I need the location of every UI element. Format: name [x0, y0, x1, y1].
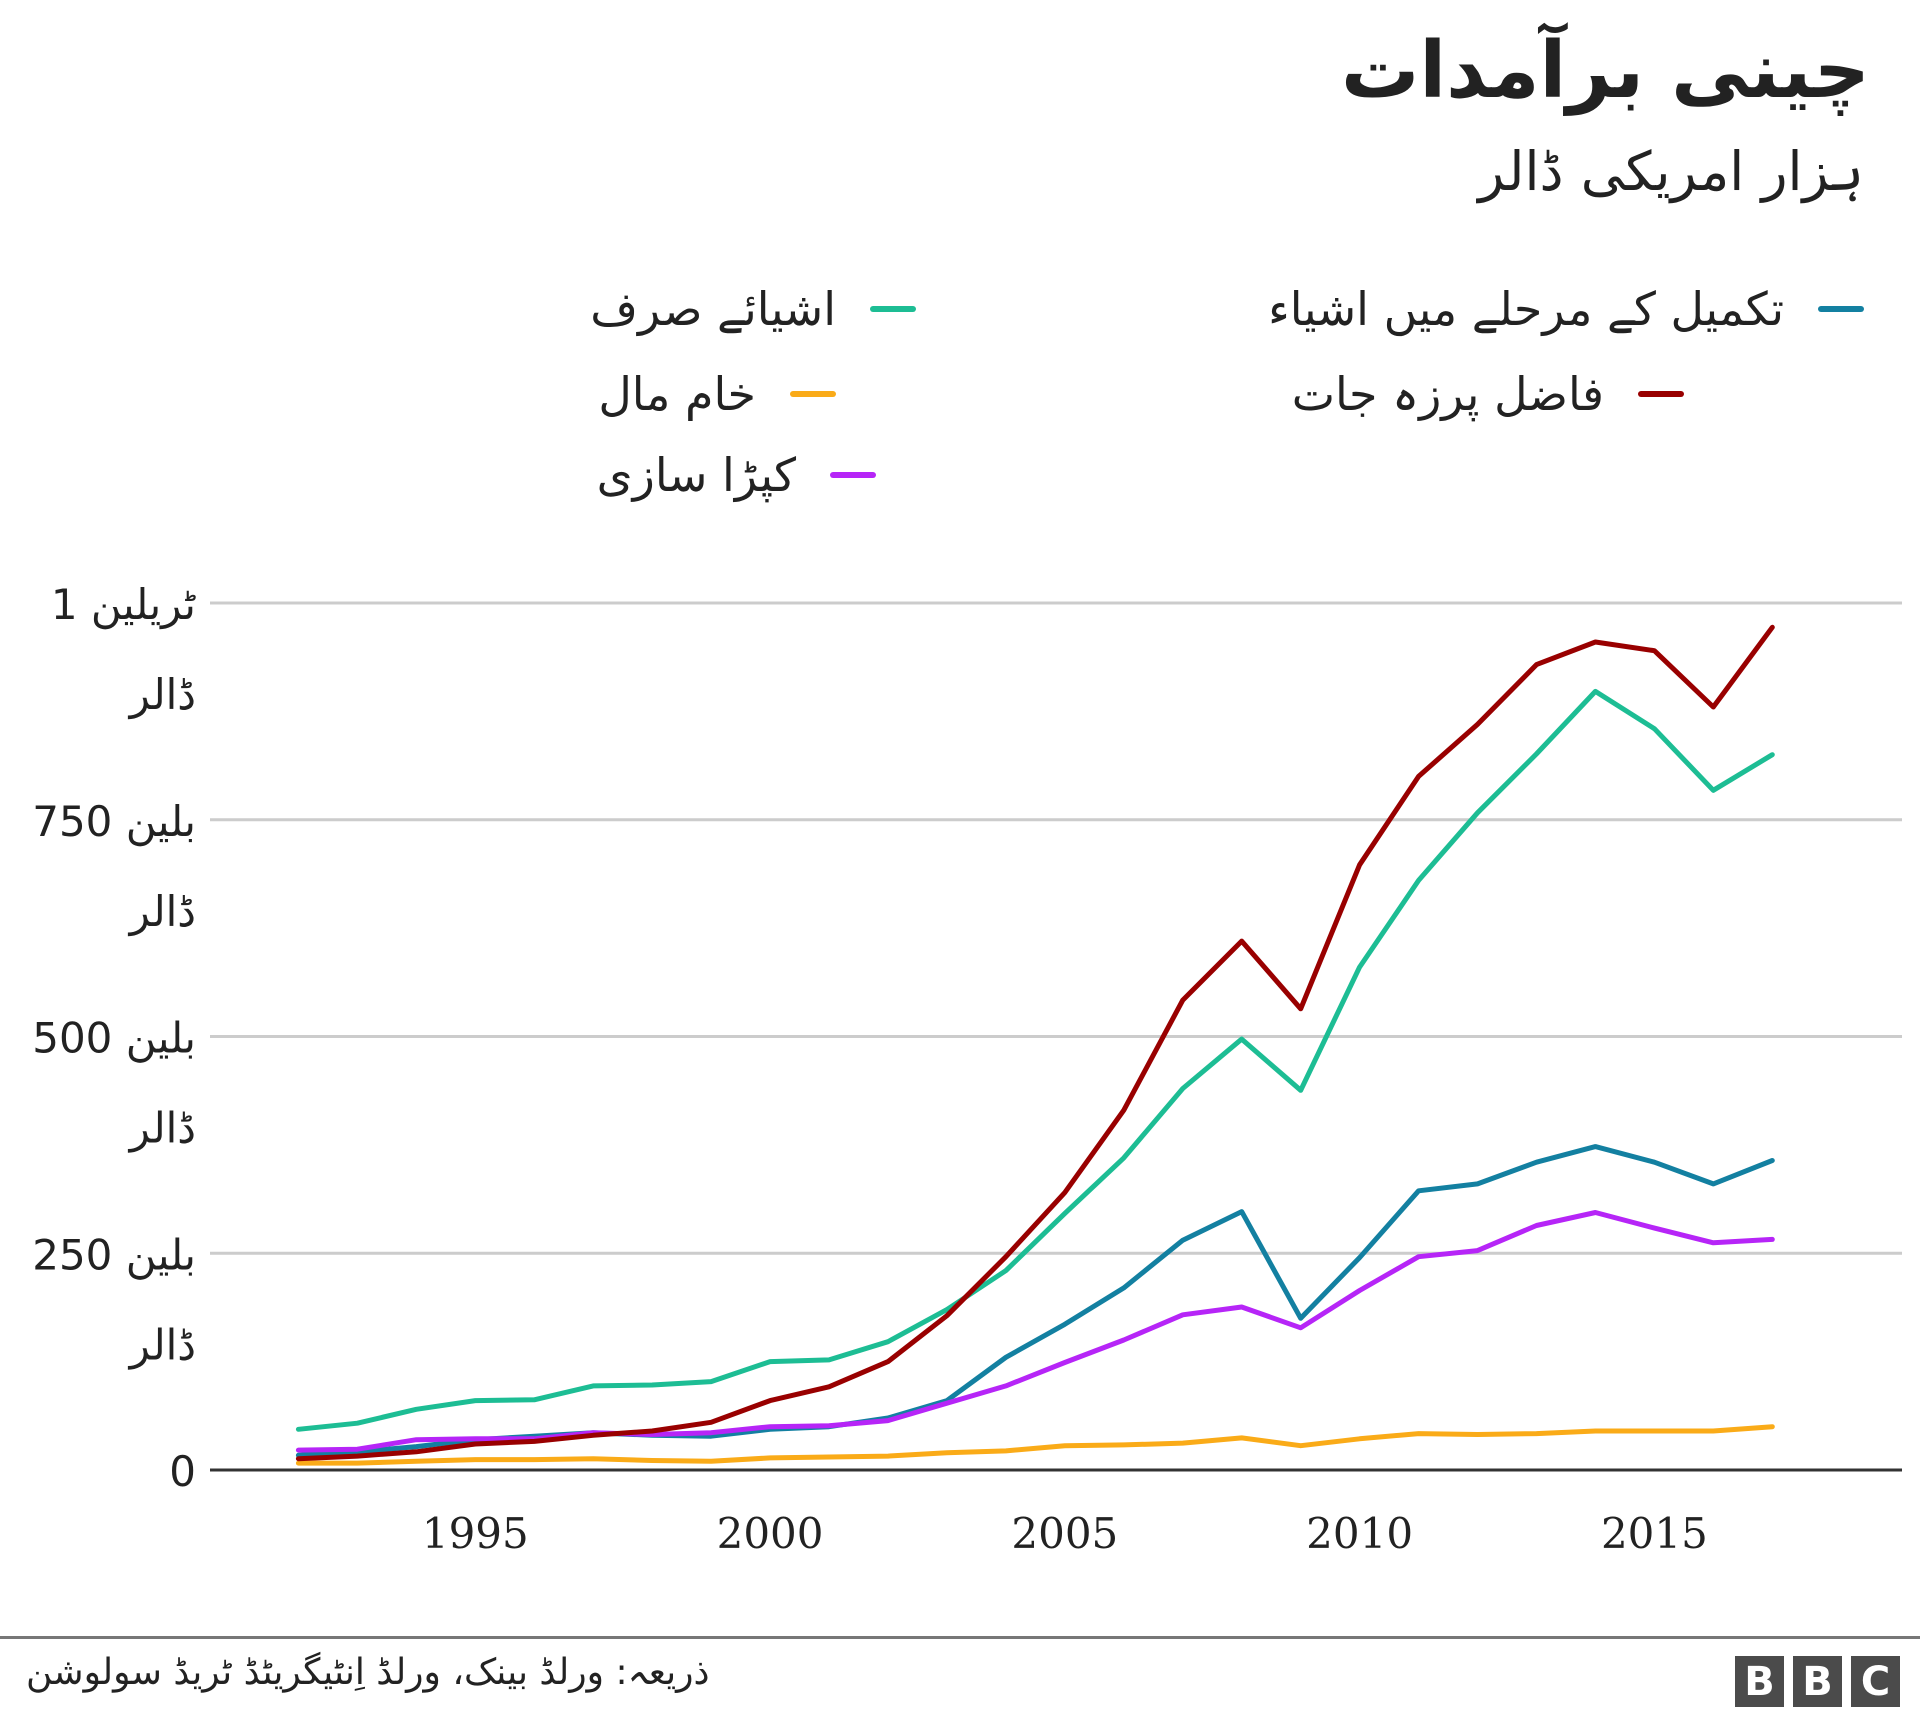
bbc-logo: B B C: [1735, 1656, 1900, 1707]
y-tick-unit: ڈالر: [128, 887, 196, 936]
legend-item-capital-goods: فاضل پرزہ جات: [1292, 367, 1684, 421]
series-line: [295, 1144, 1775, 1458]
y-tick-label: 500 بلین: [32, 1014, 196, 1063]
legend-label: اشیائے صرف: [590, 282, 836, 336]
legend-item-consumer-goods: اشیائے صرف: [590, 282, 916, 336]
footer-divider: [0, 1636, 1920, 1639]
legend-item-textiles: کپڑا سازی: [597, 448, 876, 502]
legend-item-raw-materials: خام مال: [598, 367, 836, 421]
bbc-logo-letter: C: [1851, 1656, 1900, 1707]
y-tick-label: 1 ٹریلین: [51, 580, 196, 629]
x-axis-ticks: 1995 2000 2005 2010 2015: [422, 1509, 1708, 1558]
legend-label: فاضل پرزہ جات: [1291, 367, 1604, 421]
series-line: [295, 1210, 1775, 1453]
legend-label: خام مال: [598, 367, 756, 421]
y-tick-unit: ڈالر: [128, 1104, 196, 1153]
chart-subtitle: ہزار امریکی ڈالر: [1478, 140, 1864, 203]
chart-title: چینی برآمدات: [1341, 26, 1870, 116]
gridlines: [210, 601, 1902, 1255]
source-note: ذریعہ: ورلڈ بینک، ورلڈ اِنٹیگریٹڈ ٹریڈ س…: [26, 1652, 710, 1693]
legend-swatch: [870, 306, 916, 312]
x-tick-label: 2000: [717, 1509, 824, 1558]
legend-item-intermediate-goods: تکمیل کے مرحلے میں اشیاء: [1268, 282, 1864, 336]
series-line: [295, 688, 1775, 1432]
legend-swatch: [1818, 306, 1864, 312]
x-tick-label: 2010: [1306, 1509, 1413, 1558]
y-tick-label: 750 بلین: [32, 797, 196, 846]
x-tick-label: 1995: [422, 1509, 529, 1558]
line-chart: 0 250 بلین ڈالر 500 بلین ڈالر 750 بلین ڈالر 1 ٹ…: [32, 580, 1902, 1558]
series-lines: [295, 624, 1775, 1466]
legend-swatch: [1638, 391, 1684, 397]
y-tick-unit: ڈالر: [128, 670, 196, 719]
x-tick-label: 2015: [1601, 1509, 1708, 1558]
y-tick-unit: ڈالر: [128, 1320, 196, 1369]
legend-label: تکمیل کے مرحلے میں اشیاء: [1268, 282, 1784, 336]
legend-label: کپڑا سازی: [596, 448, 796, 502]
y-tick-label: 250 بلین: [32, 1230, 196, 1279]
bbc-logo-letter: B: [1793, 1656, 1842, 1707]
y-axis-ticks: 0 250 بلین ڈالر 500 بلین ڈالر 750 بلین ڈالر 1 ٹ…: [32, 580, 196, 1496]
bbc-logo-letter: B: [1735, 1656, 1784, 1707]
x-tick-label: 2005: [1011, 1509, 1118, 1558]
legend-swatch: [790, 391, 836, 397]
series-line: [295, 624, 1775, 1462]
legend-swatch: [830, 472, 876, 478]
y-tick-label: 0: [169, 1447, 196, 1496]
series-line: [295, 1424, 1775, 1466]
